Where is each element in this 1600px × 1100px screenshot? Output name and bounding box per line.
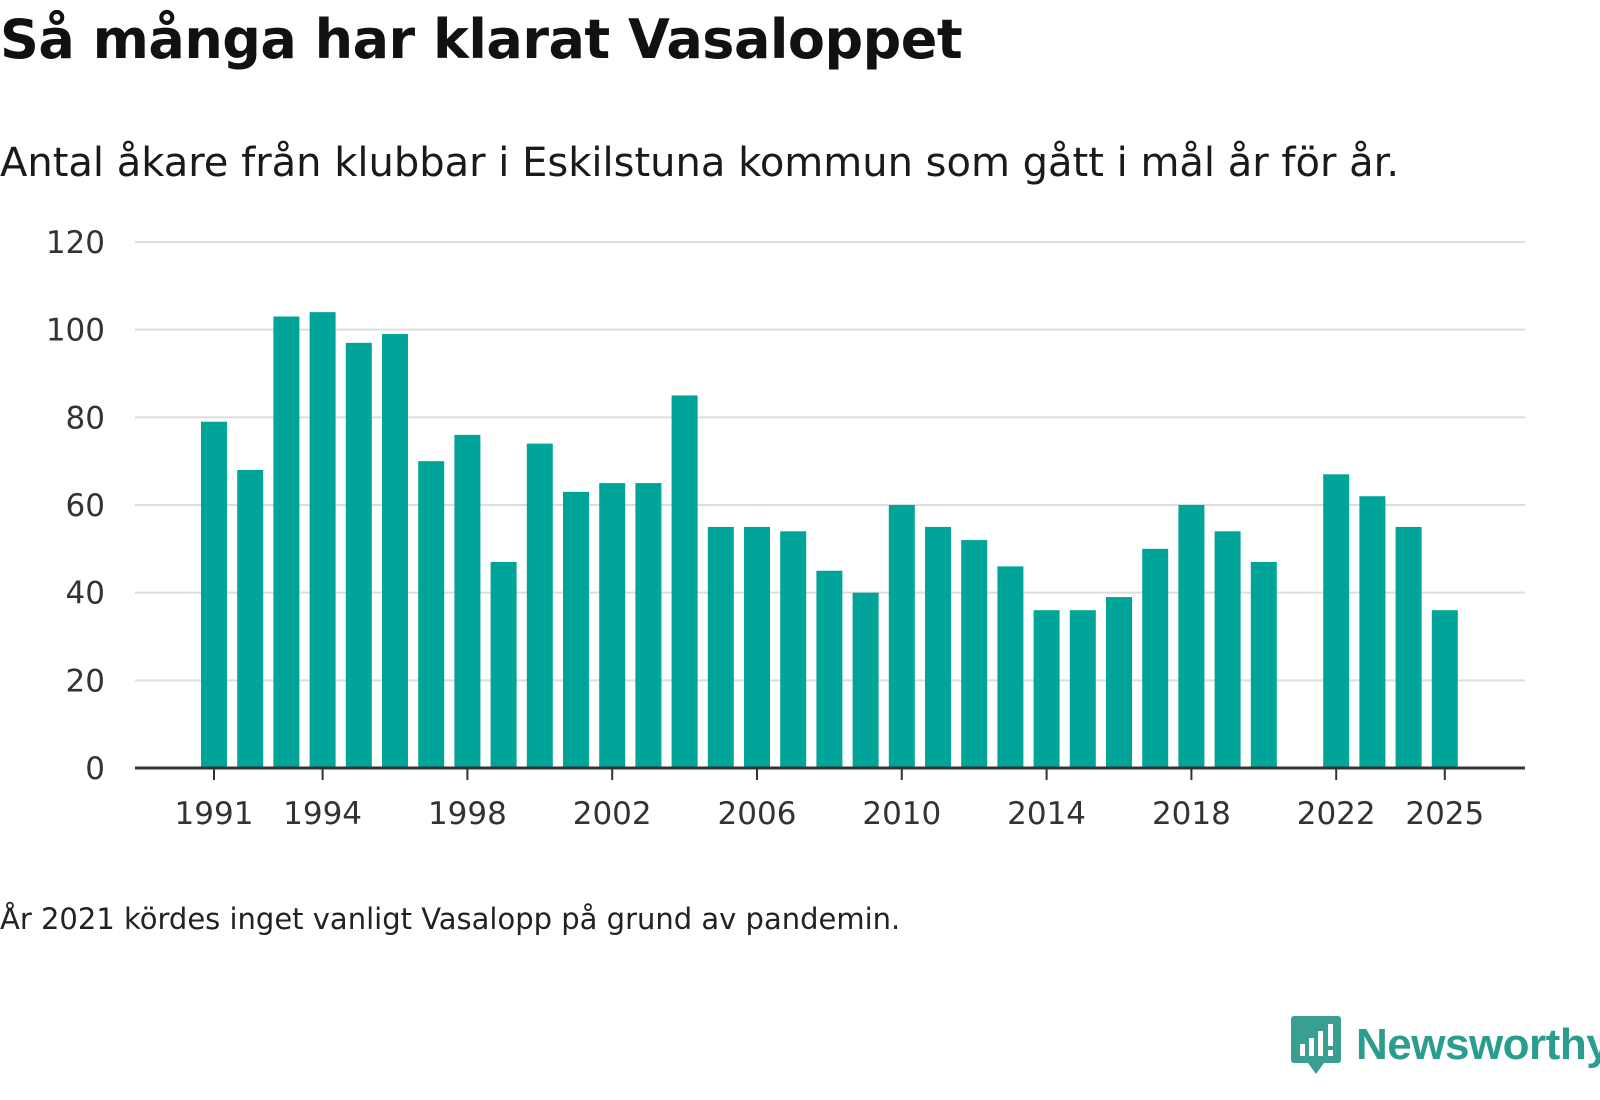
bar-1995 bbox=[345, 342, 372, 768]
brand-logo: Newsworthy bbox=[1290, 1010, 1600, 1080]
bar-2005 bbox=[707, 526, 734, 768]
bar-2014 bbox=[1033, 610, 1060, 768]
bar-2013 bbox=[997, 566, 1024, 768]
bar-chart: 0 20 40 60 80 100 120 1991 1994 1998 2002 2006 2010 2… bbox=[46, 225, 1525, 832]
bar-2024 bbox=[1395, 526, 1422, 768]
axes: 0 20 40 60 80 100 120 1991 1994 1998 2002 2006 2010 2… bbox=[46, 225, 1525, 832]
bar-1991 bbox=[201, 421, 227, 768]
bar-2000 bbox=[526, 443, 553, 768]
chart-title: Så många har klarat Vasaloppet bbox=[0, 8, 963, 71]
bar-2009 bbox=[852, 592, 879, 768]
bar-2018 bbox=[1178, 505, 1205, 768]
bar-2023 bbox=[1359, 496, 1386, 768]
chart-subtitle: Antal åkare från klubbar i Eskilstuna ko… bbox=[0, 140, 1400, 186]
x-tick-label: 1991 bbox=[175, 796, 254, 832]
bar-2011 bbox=[925, 526, 951, 768]
bar-2008 bbox=[816, 570, 843, 768]
x-tick-label: 1998 bbox=[428, 796, 507, 832]
bar-2001 bbox=[563, 491, 589, 768]
footnote: År 2021 kördes inget vanligt Vasalopp på… bbox=[0, 902, 901, 936]
x-tick-label: 2006 bbox=[718, 796, 797, 832]
bar-2015 bbox=[1069, 610, 1096, 768]
bar-2019 bbox=[1214, 531, 1241, 768]
bar-1998 bbox=[454, 434, 481, 768]
bar-2017 bbox=[1142, 548, 1169, 768]
bar-1999 bbox=[490, 561, 517, 768]
bar-1992 bbox=[237, 469, 264, 768]
bar-2012 bbox=[961, 540, 988, 768]
y-tick-label: 40 bbox=[66, 576, 105, 612]
y-tick-label: 0 bbox=[85, 751, 105, 787]
x-tick-label: 2025 bbox=[1405, 796, 1484, 832]
x-tick-label: 2018 bbox=[1152, 796, 1231, 832]
y-tick-label: 80 bbox=[66, 400, 105, 436]
bar-1994 bbox=[309, 312, 336, 768]
x-tick-label: 2022 bbox=[1297, 796, 1376, 832]
bar-2025 bbox=[1431, 610, 1458, 768]
bar-2003 bbox=[635, 483, 662, 768]
y-tick-label: 20 bbox=[66, 663, 105, 699]
y-tick-label: 60 bbox=[66, 488, 105, 524]
y-tick-label: 100 bbox=[46, 313, 105, 349]
x-tick-label: 2010 bbox=[862, 796, 941, 832]
newsworthy-logo-icon bbox=[1291, 1016, 1341, 1074]
bar-2004 bbox=[671, 395, 698, 768]
bar-2020 bbox=[1250, 561, 1277, 768]
bar-2016 bbox=[1106, 597, 1132, 768]
bar-1993 bbox=[273, 316, 300, 768]
bar-2022 bbox=[1323, 474, 1350, 768]
bar-2010 bbox=[888, 505, 915, 768]
x-tick-label: 2014 bbox=[1007, 796, 1086, 832]
y-tick-label: 120 bbox=[46, 225, 105, 261]
bars bbox=[201, 312, 1458, 768]
bar-2002 bbox=[599, 483, 626, 768]
x-tick-label: 1994 bbox=[283, 796, 362, 832]
bar-1996 bbox=[382, 334, 408, 768]
x-tick-label: 2002 bbox=[573, 796, 652, 832]
bar-2007 bbox=[780, 531, 807, 768]
bar-2006 bbox=[744, 526, 770, 768]
bar-1997 bbox=[418, 461, 445, 768]
brand-name: Newsworthy bbox=[1356, 1020, 1600, 1069]
